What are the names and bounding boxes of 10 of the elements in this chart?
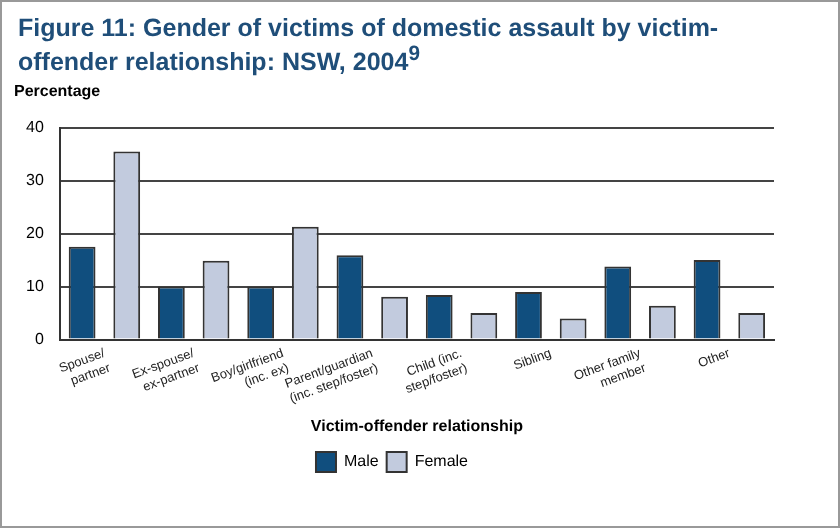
y-tick-label: 20: [25, 224, 45, 243]
legend-label: Male: [343, 452, 380, 471]
y-tick-label: 40: [25, 118, 45, 137]
legend-label: Female: [414, 452, 470, 471]
y-tick-label: 30: [25, 171, 45, 190]
chart-title: Figure 11: Gender of victims of domestic assault by victim-offender relationship: NSW, 2004$^{9}$: [18, 14, 721, 77]
y-tick-label: 10: [25, 277, 45, 296]
x-axis-title: Victim-offender relationship: [310, 416, 524, 435]
y-axis-title: Percentage: [14, 82, 101, 100]
y-tick-label: 0: [34, 330, 45, 349]
